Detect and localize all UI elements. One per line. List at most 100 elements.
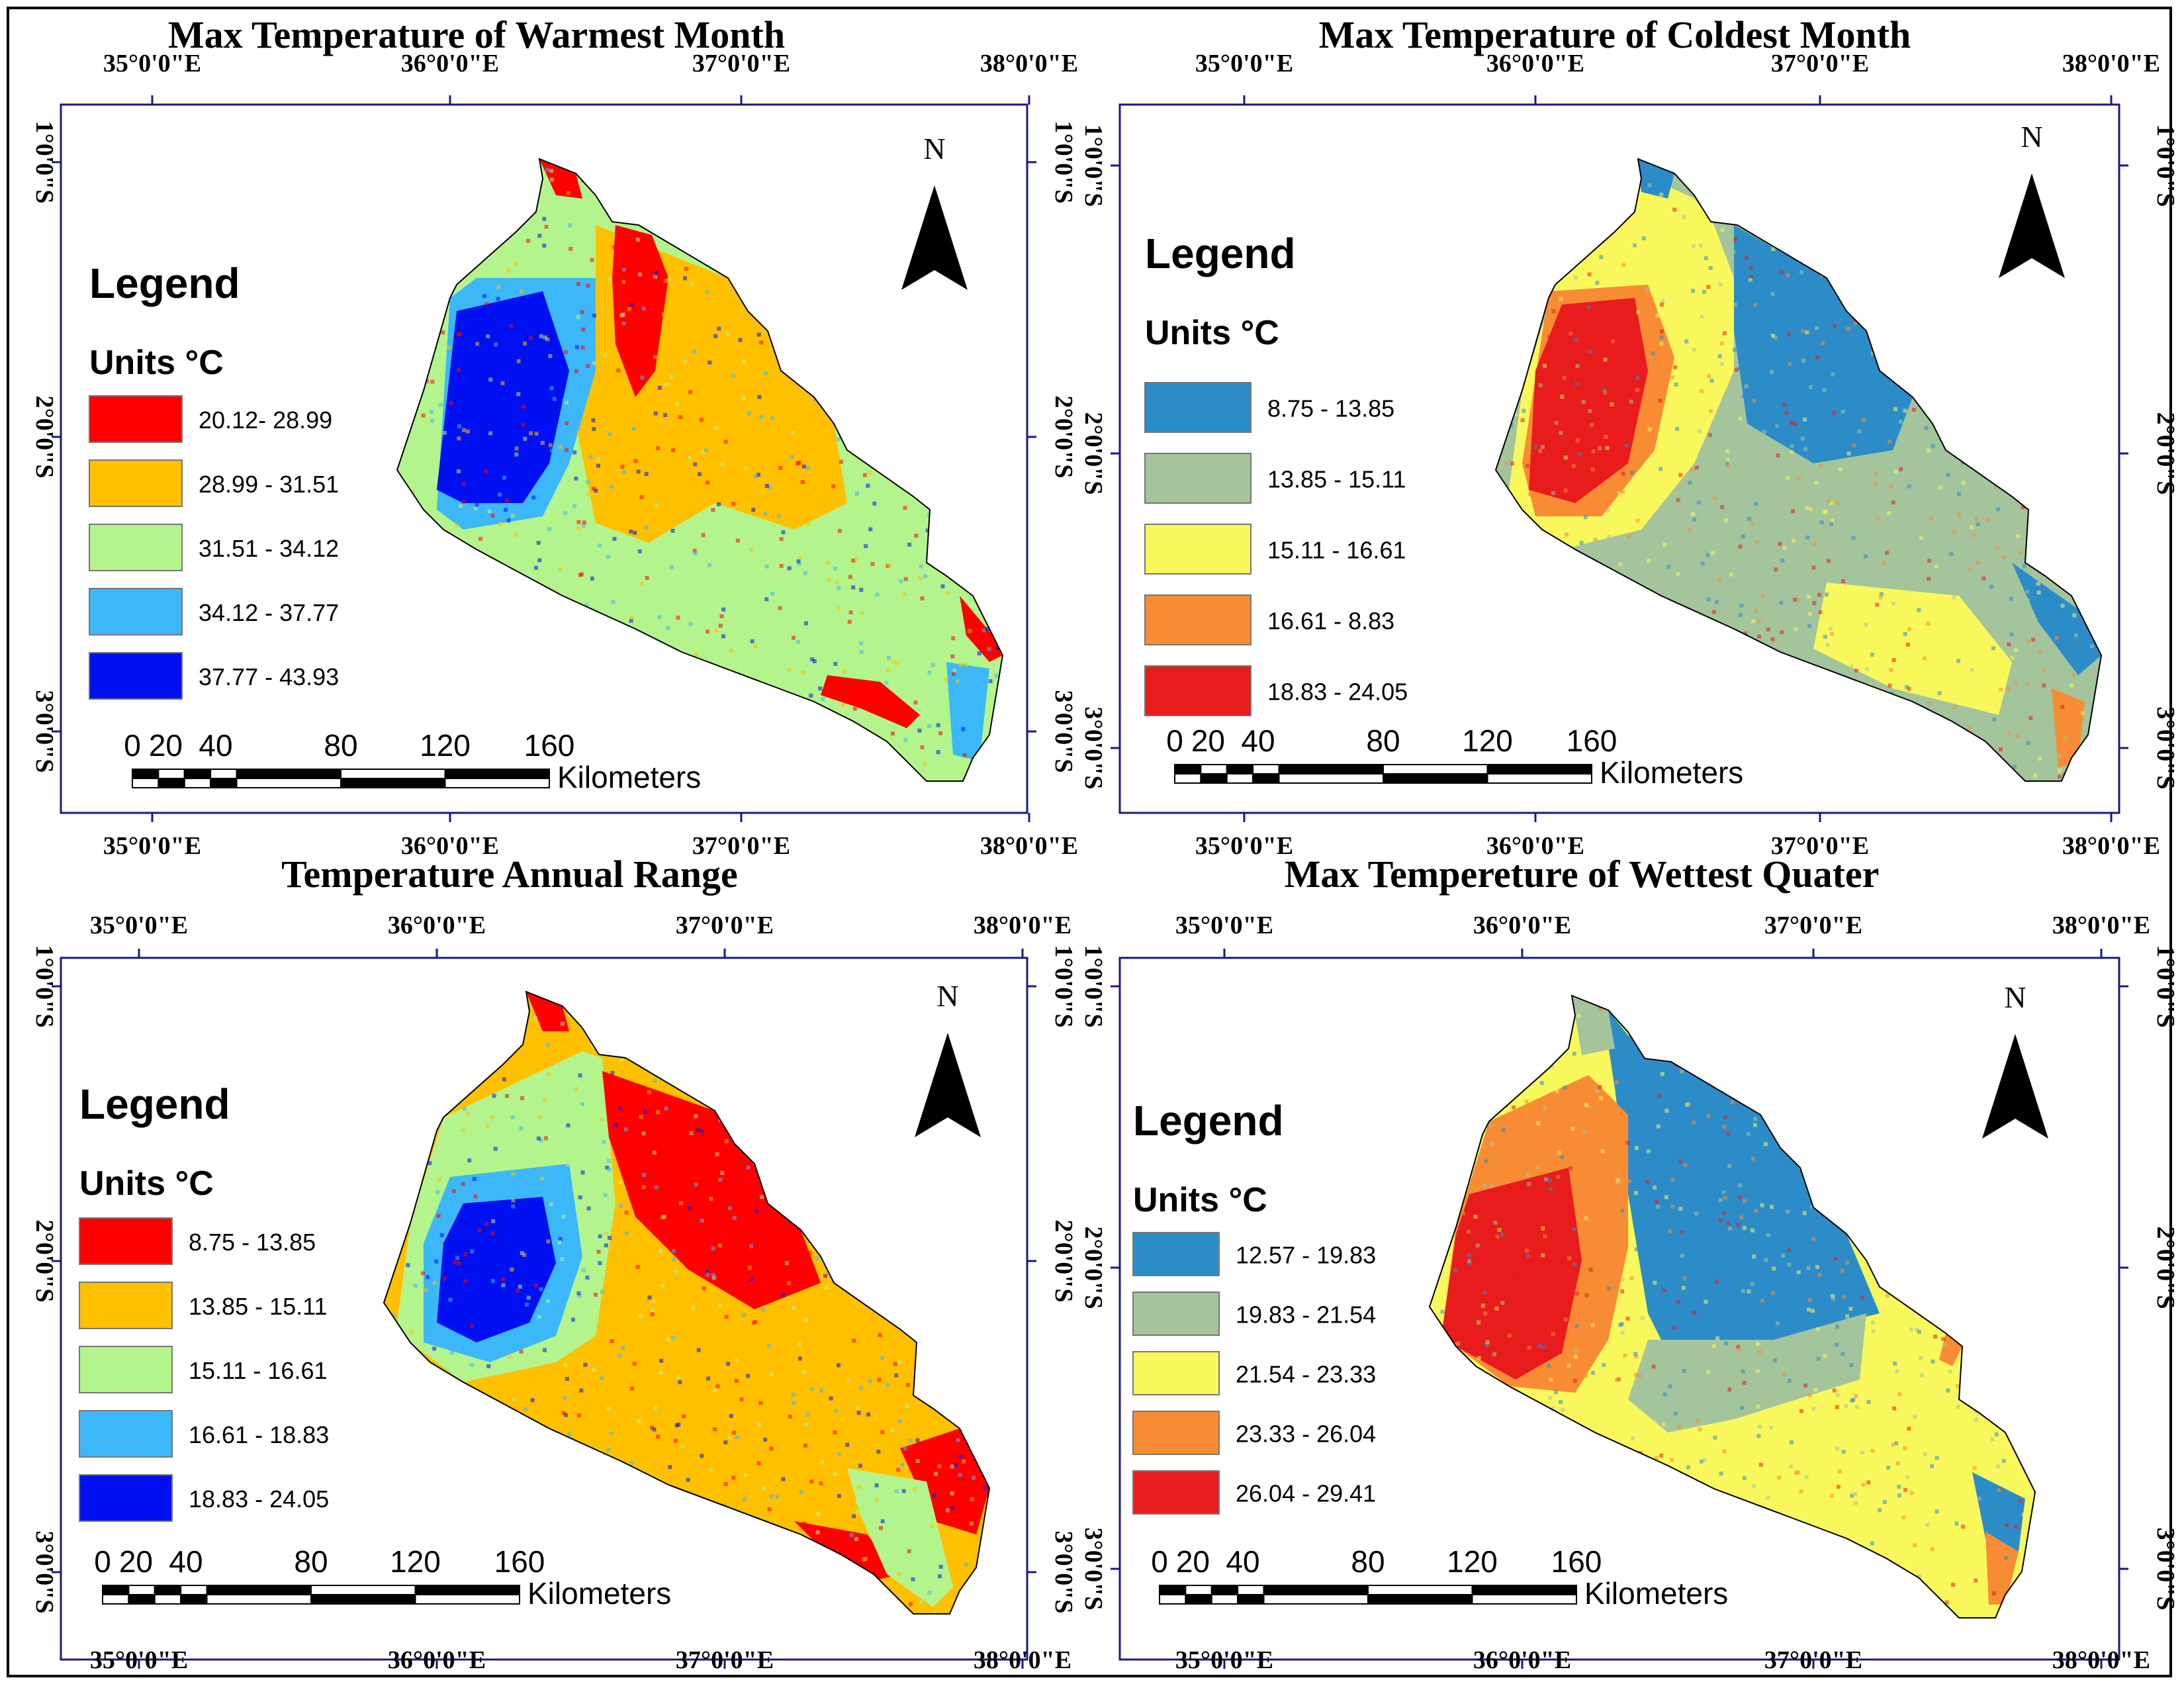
raster-pixel	[1870, 1448, 1875, 1453]
raster-pixel	[756, 473, 761, 477]
raster-pixel	[693, 551, 698, 556]
raster-pixel	[816, 1512, 821, 1517]
raster-pixel	[1574, 1324, 1579, 1329]
raster-pixel	[1906, 642, 1911, 647]
raster-pixel	[1948, 1370, 1952, 1374]
scale-bar-segment	[1383, 773, 1488, 784]
class-zone	[612, 225, 668, 397]
raster-pixel	[649, 1425, 654, 1430]
raster-pixel	[598, 1261, 602, 1266]
raster-pixel	[895, 1468, 900, 1472]
study-area-outline	[383, 990, 991, 1615]
raster-pixel	[1937, 643, 1942, 648]
north-arrow-icon	[901, 185, 968, 290]
raster-pixel	[1749, 265, 1753, 270]
raster-pixel	[604, 1243, 608, 1248]
raster-pixel	[457, 424, 461, 429]
raster-pixel	[528, 336, 533, 340]
raster-pixel	[618, 1419, 623, 1423]
raster-pixel	[1586, 1104, 1591, 1109]
raster-pixel	[1572, 1262, 1577, 1267]
raster-pixel	[837, 1493, 841, 1498]
raster-pixel	[1505, 1278, 1510, 1282]
raster-pixel	[1805, 330, 1809, 335]
raster-pixel	[729, 1414, 733, 1419]
raster-pixel	[1678, 1207, 1683, 1211]
raster-pixel	[624, 344, 629, 348]
raster-pixel	[655, 446, 660, 451]
raster-pixel	[746, 1165, 751, 1170]
raster-pixel	[1617, 491, 1621, 496]
raster-pixel	[1751, 619, 1756, 624]
raster-pixel	[724, 1315, 729, 1319]
raster-pixel	[749, 547, 754, 552]
scale-bar-segment	[310, 1594, 416, 1605]
raster-pixel	[1665, 1287, 1670, 1291]
raster-pixel	[1784, 410, 1789, 415]
raster-pixel	[620, 465, 625, 469]
raster-pixel	[574, 369, 578, 373]
scale-label: 40	[1241, 724, 1275, 758]
raster-pixel	[657, 615, 662, 620]
raster-pixel	[1620, 1209, 1625, 1213]
raster-pixel	[852, 1514, 856, 1519]
legend-swatch	[1132, 1411, 1220, 1455]
legend-swatch	[1144, 524, 1251, 575]
raster-pixel	[1704, 256, 1708, 261]
raster-pixel	[1944, 1600, 1949, 1605]
raster-pixel	[883, 594, 887, 599]
raster-pixel	[1742, 1226, 1747, 1231]
raster-pixel	[466, 429, 471, 434]
raster-pixel	[510, 513, 515, 518]
raster-pixel	[1660, 1072, 1664, 1076]
raster-pixel	[1995, 1464, 2000, 1469]
raster-pixel	[705, 481, 709, 485]
raster-pixel	[1555, 1157, 1559, 1162]
raster-pixel	[1664, 1195, 1668, 1199]
raster-pixel	[547, 1072, 551, 1077]
raster-pixel	[1799, 1489, 1803, 1494]
raster-pixel	[1952, 530, 1957, 534]
raster-pixel	[958, 663, 963, 667]
raster-pixel	[1894, 1441, 1899, 1446]
raster-pixel	[1860, 1450, 1864, 1455]
raster-pixel	[1725, 457, 1730, 462]
raster-pixel	[1888, 590, 1893, 595]
raster-pixel	[1938, 485, 1943, 490]
raster-pixel	[897, 1419, 902, 1424]
raster-pixel	[457, 1261, 461, 1266]
raster-pixel	[694, 1182, 698, 1187]
raster-pixel	[2001, 555, 2006, 560]
raster-pixel	[570, 1317, 575, 1322]
raster-pixel	[478, 346, 482, 351]
raster-pixel	[430, 379, 435, 384]
raster-pixel	[1721, 1190, 1726, 1195]
raster-pixel	[1757, 1350, 1762, 1354]
raster-pixel	[442, 1276, 447, 1281]
raster-pixel	[1989, 585, 1993, 589]
raster-pixel	[751, 508, 756, 512]
scale-label: 40	[169, 1544, 203, 1579]
raster-pixel	[2060, 603, 2065, 608]
raster-pixel	[1752, 1123, 1757, 1127]
raster-pixel	[1670, 375, 1674, 380]
scale-bar-segment	[1263, 1585, 1369, 1595]
raster-pixel	[455, 1256, 460, 1260]
raster-pixel	[1848, 1307, 1853, 1311]
raster-pixel	[1584, 1216, 1588, 1221]
raster-pixel	[801, 670, 805, 675]
raster-pixel	[842, 669, 847, 674]
raster-pixel	[1872, 354, 1876, 359]
raster-pixel	[1820, 293, 1825, 298]
raster-pixel	[797, 561, 801, 566]
raster-pixel	[1635, 375, 1640, 380]
raster-pixel	[2089, 644, 2094, 649]
raster-pixel	[859, 1385, 864, 1390]
raster-pixel	[1551, 309, 1556, 314]
raster-pixel	[490, 1115, 495, 1119]
raster-pixel	[1998, 747, 2003, 752]
raster-pixel	[2001, 559, 2005, 563]
raster-pixel	[1560, 1155, 1565, 1160]
raster-pixel	[1990, 602, 1995, 606]
raster-pixel	[1807, 594, 1811, 599]
